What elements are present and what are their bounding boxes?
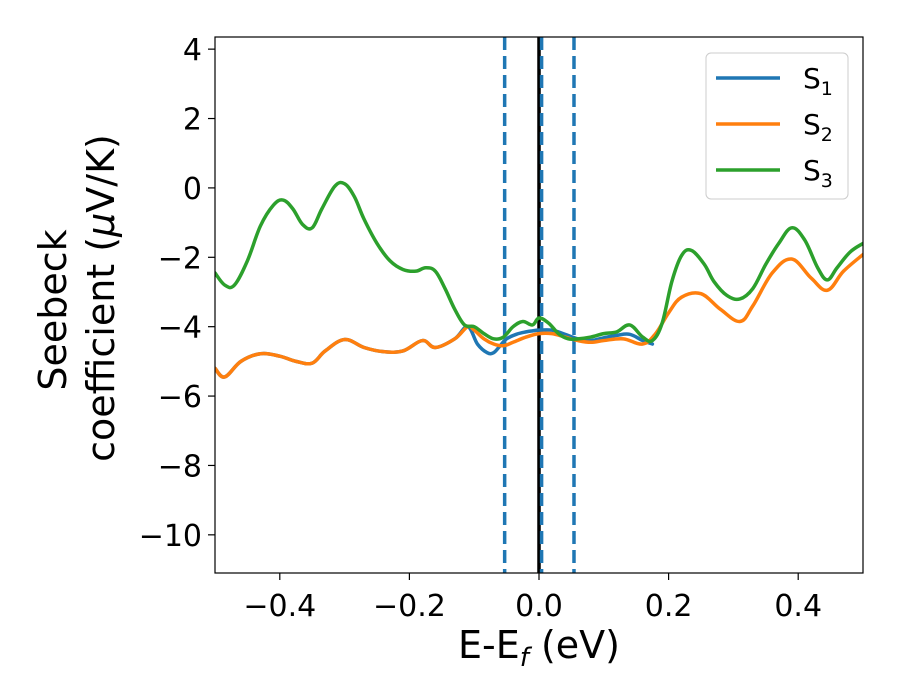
y-axis-label-line1: Seebeck [31,229,75,390]
y-tick-label: −10 [139,519,202,554]
x-tick-label: −0.2 [373,589,446,624]
y-tick-label: −6 [158,380,202,415]
y-tick-label: 0 [183,172,202,207]
y-axis-label-line2: coefficient (μV/K) [79,134,123,462]
y-tick-label: 4 [183,33,202,68]
data-series [215,180,863,379]
y-tick-label: −2 [158,241,202,276]
reference-lines [502,37,576,573]
x-axis-label: E-Ef (eV) [458,623,620,673]
legend-box [705,52,849,200]
x-axis-ticks: −0.4 −0.2 0.0 0.2 0.4 [243,573,822,624]
x-tick-label: 0.2 [645,589,693,624]
y-tick-label: −8 [158,449,202,484]
y-axis-ticks: −10 −8 −6 −4 −2 0 2 4 [139,33,215,554]
legend-label-s3: S3 [803,154,833,192]
series-line-s3 [215,180,863,344]
legend-label-s1: S1 [803,62,833,100]
x-tick-label: −0.4 [243,589,316,624]
y-tick-label: 2 [183,103,202,138]
legend-label-s2: S2 [803,108,833,146]
legend: S1 S2 S3 [705,52,849,200]
y-axis-label: Seebeck coefficient (μV/K) [31,134,123,462]
x-tick-label: 0.4 [774,589,822,624]
x-tick-label: 0.0 [515,589,563,624]
series-line-s2 [215,252,863,379]
y-tick-label: −4 [158,311,202,346]
